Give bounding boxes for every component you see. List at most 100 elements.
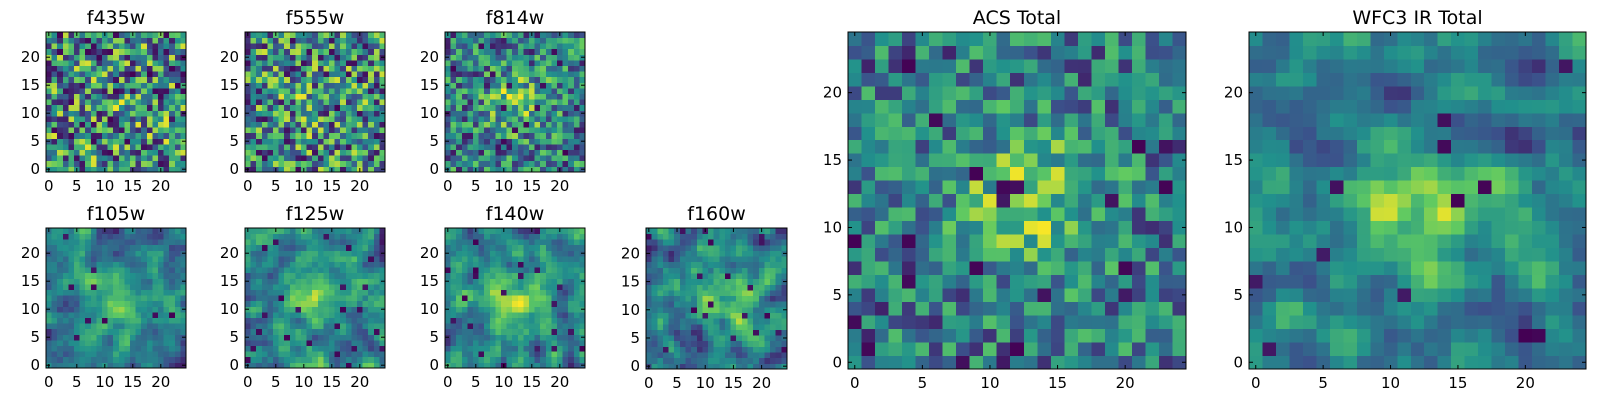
heatmap-cell bbox=[68, 244, 75, 251]
heatmap-cell bbox=[79, 82, 86, 89]
heatmap-cell bbox=[345, 93, 352, 100]
heatmap-cell bbox=[915, 261, 930, 276]
heatmap-cell bbox=[261, 144, 268, 150]
heatmap-cell bbox=[758, 244, 765, 251]
heatmap-cell bbox=[250, 65, 257, 72]
heatmap-cell bbox=[1037, 315, 1052, 329]
heatmap-cell bbox=[501, 76, 507, 83]
heatmap-cell bbox=[301, 48, 307, 55]
heatmap-cell bbox=[730, 250, 737, 257]
heatmap-cell bbox=[130, 48, 136, 55]
heatmap-cell bbox=[351, 272, 358, 279]
panel-title: f125w bbox=[286, 203, 345, 225]
x-tick-label: 15 bbox=[522, 373, 541, 391]
heatmap-cell bbox=[781, 312, 788, 319]
heatmap-cell bbox=[551, 334, 558, 341]
heatmap-cell bbox=[261, 104, 268, 111]
heatmap-cell bbox=[373, 317, 380, 324]
heatmap-cell bbox=[273, 272, 279, 279]
heatmap-cell bbox=[46, 272, 52, 279]
heatmap-cell bbox=[529, 116, 535, 122]
heatmap-cell bbox=[461, 110, 468, 117]
heatmap-cell bbox=[770, 318, 777, 325]
heatmap-cell bbox=[702, 306, 709, 313]
heatmap-cell bbox=[180, 160, 187, 167]
heatmap-cell bbox=[79, 127, 86, 134]
heatmap-cell bbox=[278, 88, 285, 94]
heatmap-cell bbox=[489, 37, 496, 44]
heatmap-cell bbox=[79, 334, 86, 341]
heatmap-cell bbox=[741, 363, 748, 370]
heatmap-cell bbox=[848, 328, 862, 343]
heatmap-cell bbox=[90, 71, 97, 78]
heatmap-cell bbox=[713, 228, 720, 235]
heatmap-cell bbox=[1023, 247, 1038, 262]
heatmap-cell bbox=[478, 233, 485, 240]
heatmap-cell bbox=[373, 144, 380, 150]
heatmap-cell bbox=[334, 272, 341, 279]
heatmap-cell bbox=[169, 65, 176, 72]
heatmap-cell bbox=[107, 340, 114, 346]
heatmap-cell bbox=[79, 116, 86, 122]
heatmap-cell bbox=[273, 244, 279, 251]
heatmap-cell bbox=[495, 362, 502, 369]
heatmap-cell bbox=[256, 82, 263, 89]
heatmap-cell bbox=[702, 250, 709, 257]
heatmap-cell bbox=[781, 301, 788, 308]
heatmap-cell bbox=[969, 261, 984, 276]
heatmap-cell bbox=[657, 228, 664, 235]
heatmap-cell bbox=[861, 180, 876, 195]
heatmap-cell bbox=[473, 351, 479, 358]
heatmap-cell bbox=[456, 250, 463, 257]
panel-title: f105w bbox=[87, 203, 146, 225]
heatmap-cell bbox=[317, 138, 324, 145]
heatmap-cell bbox=[51, 356, 58, 363]
heatmap-cell bbox=[473, 233, 479, 240]
heatmap-cell bbox=[124, 328, 131, 335]
heatmap-cell bbox=[579, 256, 586, 262]
heatmap-cell bbox=[501, 267, 507, 274]
heatmap-cell bbox=[295, 138, 302, 145]
heatmap-cell bbox=[51, 76, 58, 83]
heatmap-cell bbox=[278, 149, 285, 156]
heatmap-cell bbox=[506, 76, 513, 83]
heatmap-cell bbox=[747, 346, 754, 353]
heatmap-cell bbox=[562, 289, 569, 296]
heatmap-cell bbox=[373, 300, 380, 307]
heatmap-cell bbox=[523, 312, 530, 318]
heatmap-cell bbox=[51, 138, 58, 145]
heatmap-cell bbox=[306, 306, 313, 313]
heatmap-cell bbox=[450, 149, 457, 156]
heatmap-cell bbox=[758, 335, 765, 342]
y-tick-label: 15 bbox=[420, 272, 439, 290]
heatmap-cell bbox=[312, 278, 319, 285]
heatmap-cell bbox=[478, 132, 485, 139]
heatmap-cell bbox=[340, 37, 347, 44]
heatmap-cell bbox=[250, 312, 257, 318]
heatmap-cell bbox=[373, 340, 380, 346]
heatmap-cell bbox=[685, 244, 692, 251]
heatmap-cell bbox=[540, 32, 547, 38]
heatmap-cell bbox=[85, 144, 92, 150]
heatmap-cell bbox=[445, 356, 451, 363]
heatmap-cell bbox=[113, 340, 120, 346]
heatmap-cell bbox=[651, 301, 658, 308]
heatmap-cell bbox=[456, 362, 463, 369]
heatmap-cell bbox=[736, 312, 743, 319]
heatmap-cell bbox=[529, 155, 535, 162]
heatmap-cell bbox=[1172, 220, 1187, 235]
heatmap-cell bbox=[450, 76, 457, 83]
heatmap-cell bbox=[174, 261, 181, 268]
heatmap-cell bbox=[730, 301, 737, 308]
heatmap-cell bbox=[46, 43, 52, 50]
heatmap-cell bbox=[730, 340, 737, 347]
heatmap-cell bbox=[345, 43, 352, 50]
heatmap-cell bbox=[534, 37, 541, 44]
heatmap-cell bbox=[130, 71, 136, 78]
heatmap-cell bbox=[450, 82, 457, 89]
heatmap-cell bbox=[691, 228, 698, 235]
heatmap-cell bbox=[289, 317, 296, 324]
heatmap-cell bbox=[450, 345, 457, 352]
heatmap-cell bbox=[107, 82, 114, 89]
heatmap-cell bbox=[478, 267, 485, 274]
